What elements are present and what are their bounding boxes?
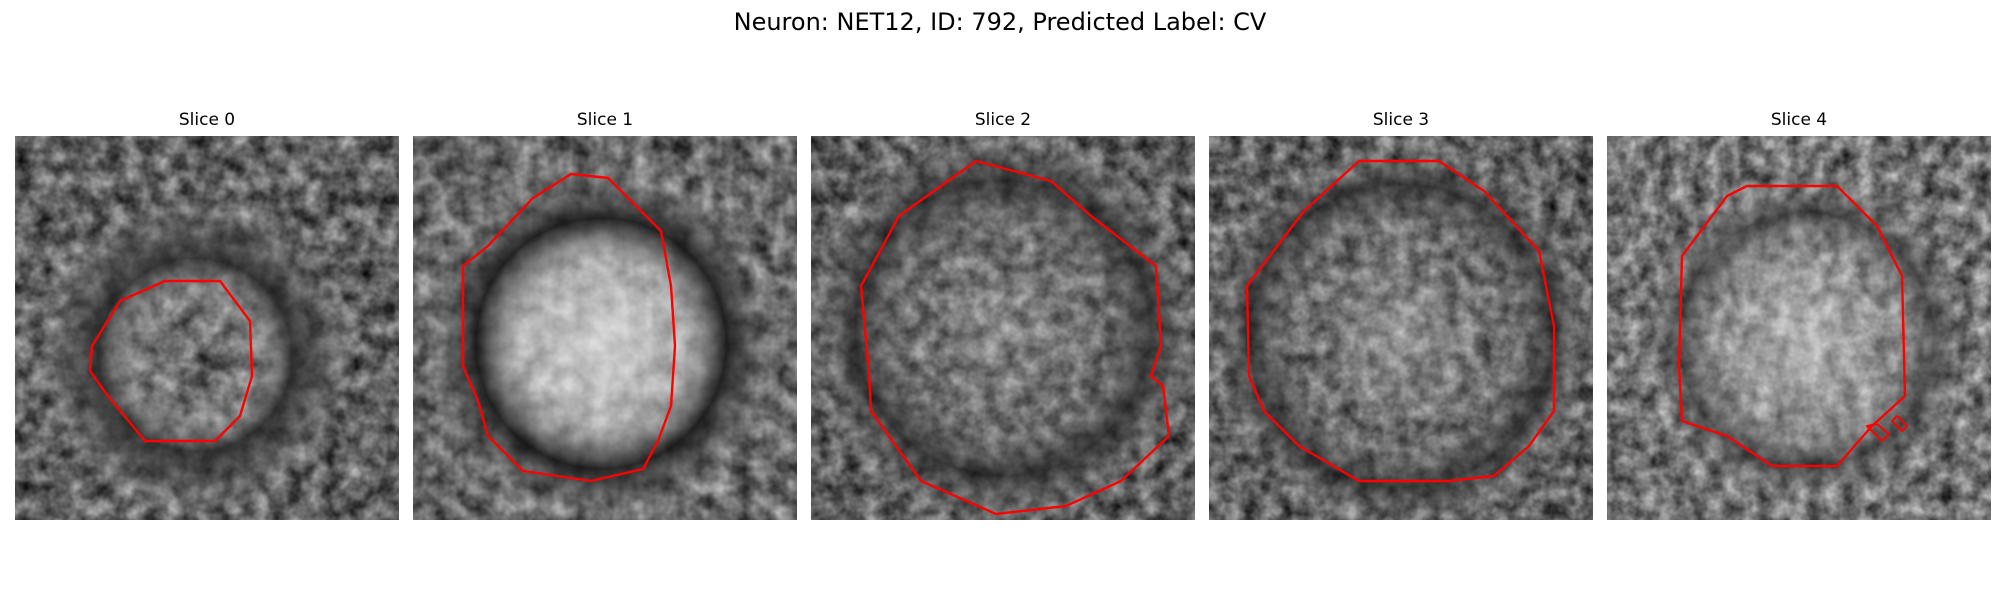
slice-title-0: Slice 0 (178, 110, 236, 130)
slice-panel-4: Slice 4 (1607, 108, 1991, 520)
slice-panel-3: Slice 3 (1209, 108, 1593, 520)
figure-title: Neuron: NET12, ID: 792, Predicted Label:… (733, 8, 1267, 36)
slice-title-1: Slice 1 (576, 110, 634, 130)
slice-title-4: Slice 4 (1770, 110, 1828, 130)
slice-image-3 (1209, 136, 1593, 520)
slice-panel-1: Slice 1 (413, 108, 797, 520)
slice-image-1 (413, 136, 797, 520)
slice-panel-0: Slice 0 (15, 108, 399, 520)
slice-image-2 (811, 136, 1195, 520)
slice-image-0 (15, 136, 399, 520)
slice-image-4 (1607, 136, 1991, 520)
slice-panel-2: Slice 2 (811, 108, 1195, 520)
slice-title-3: Slice 3 (1372, 110, 1430, 130)
slice-title-2: Slice 2 (974, 110, 1032, 130)
